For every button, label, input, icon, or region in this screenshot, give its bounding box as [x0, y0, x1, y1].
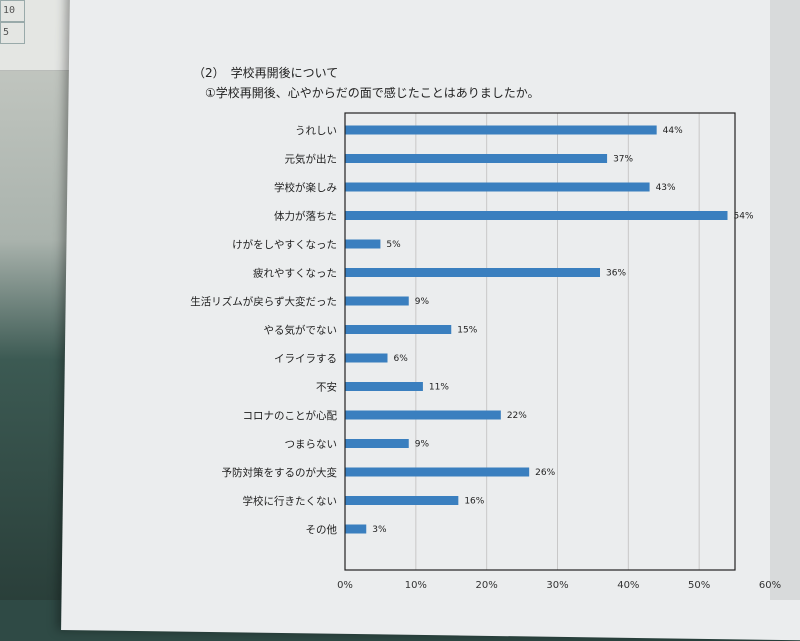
category-label: コロナのことが心配: [243, 409, 338, 422]
category-label: やる気がでない: [264, 324, 338, 337]
value-label: 16%: [464, 497, 484, 507]
category-label: うれしい: [295, 125, 337, 137]
category-label: 学校に行きたくない: [243, 495, 338, 508]
chart-category-labels: うれしい元気が出た学校が楽しみ体力が落ちたけがをしやすくなった疲れやすくなった生…: [190, 125, 337, 536]
value-label: 36%: [606, 269, 626, 279]
bar: [345, 296, 409, 306]
category-label: つまらない: [285, 439, 338, 451]
category-label: 生活リズムが戻らず大変だった: [190, 295, 337, 308]
value-label: 44%: [663, 126, 683, 136]
bar: [345, 154, 608, 163]
value-label: 5%: [386, 240, 401, 250]
bar: [345, 496, 459, 505]
category-label: 疲れやすくなった: [253, 267, 337, 280]
category-label: 元気が出た: [285, 153, 338, 166]
section-heading: （2） 学校再開後について: [193, 66, 339, 80]
bar: [345, 524, 367, 534]
value-label: 11%: [429, 383, 449, 393]
bar-chart: うれしい元気が出た学校が楽しみ体力が落ちたけがをしやすくなった疲れやすくなった生…: [190, 112, 781, 591]
bar: [345, 182, 650, 192]
bar: [345, 211, 728, 220]
x-tick-label: 50%: [688, 580, 710, 591]
chart-bars: [345, 125, 728, 534]
question-text: ①学校再開後、心やからだの面で感じたことはありましたか。: [205, 86, 540, 100]
bar: [345, 325, 452, 334]
value-label: 15%: [457, 326, 477, 336]
x-tick-label: 0%: [337, 580, 353, 591]
chart-frame: [344, 112, 736, 571]
x-tick-label: 10%: [405, 580, 427, 591]
paper-edge: [770, 0, 800, 600]
category-label: 学校が楽しみ: [274, 181, 337, 194]
value-label: 37%: [613, 155, 633, 165]
background-table-card: 10 5: [0, 0, 81, 71]
x-tick-label: 60%: [759, 580, 781, 591]
x-tick-label: 40%: [617, 580, 639, 591]
value-label: 9%: [415, 297, 430, 307]
bar: [345, 382, 423, 391]
bar: [345, 353, 388, 363]
category-label: 不安: [316, 381, 337, 394]
category-label: イライラする: [274, 353, 337, 365]
category-label: けがをしやすくなった: [232, 238, 337, 251]
value-label: 43%: [656, 183, 676, 193]
bar: [345, 439, 409, 448]
category-label: 体力が落ちた: [274, 210, 337, 223]
value-label: 3%: [372, 525, 387, 535]
value-label: 22%: [507, 411, 527, 421]
bar: [345, 268, 600, 277]
category-label: その他: [306, 523, 338, 536]
chart-x-ticks: 0% 10% 20% 30% 40% 50% 60%: [337, 580, 781, 591]
value-label: 54%: [734, 212, 754, 222]
bar: [345, 125, 657, 135]
value-label: 6%: [394, 354, 409, 364]
table-cell: 10: [0, 0, 25, 22]
x-tick-label: 20%: [476, 580, 498, 591]
bar: [345, 467, 530, 477]
bar: [345, 410, 501, 420]
table-cell: 5: [0, 22, 25, 44]
category-label: 予防対策をするのが大変: [222, 466, 338, 479]
value-label: 26%: [535, 468, 555, 478]
value-label: 9%: [415, 440, 430, 450]
chart-value-labels: 44% 37% 43% 54% 5% 36% 9% 15% 6% 11% 22% 9% 26% 16% 3%: [372, 126, 754, 535]
bar: [345, 239, 381, 249]
x-tick-label: 30%: [546, 580, 568, 591]
